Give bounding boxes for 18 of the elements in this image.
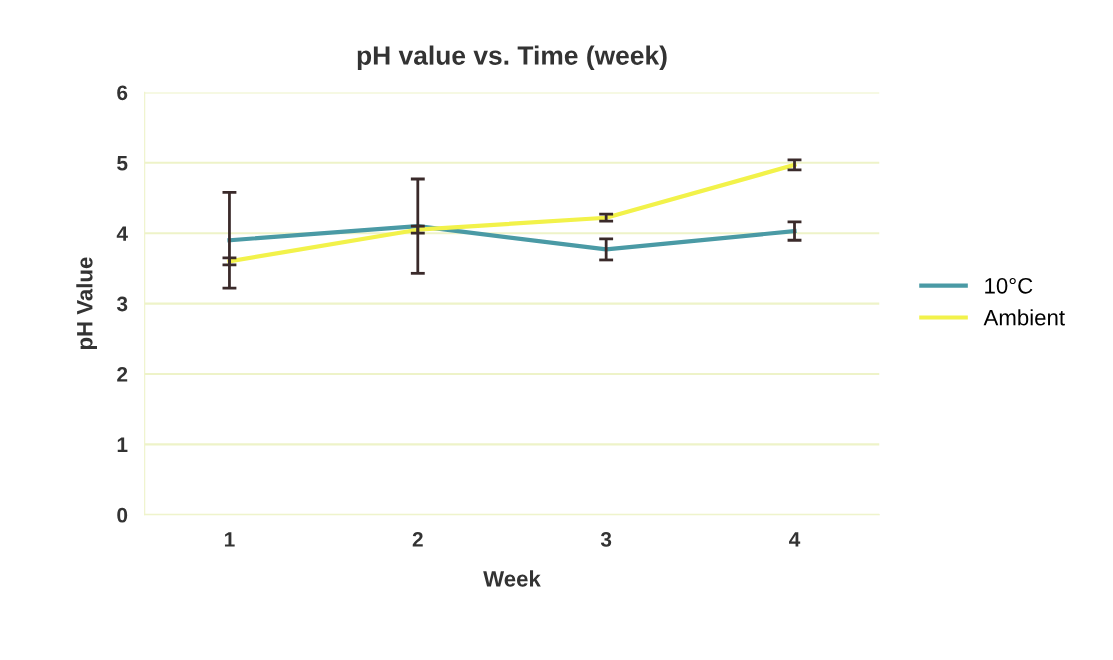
x-tick-label: 1 bbox=[224, 532, 235, 547]
legend-label: 10°C bbox=[985, 277, 1033, 294]
chart-title: pH value vs. Time (week) bbox=[357, 45, 667, 71]
x-axis-title: Week bbox=[483, 570, 541, 587]
y-tick-label: 6 bbox=[117, 85, 128, 101]
line-series bbox=[227, 162, 797, 264]
y-tick-label: 0 bbox=[117, 507, 128, 523]
y-tick-label: 2 bbox=[117, 367, 128, 382]
y-axis-title: pH Value bbox=[76, 257, 97, 350]
legend-label: Ambient bbox=[983, 309, 1065, 326]
line-series bbox=[227, 224, 797, 252]
x-tick-label: 2 bbox=[412, 532, 423, 547]
x-tick-label: 3 bbox=[600, 532, 612, 547]
y-tick-label: 3 bbox=[116, 296, 128, 312]
y-tick-label: 1 bbox=[117, 437, 128, 452]
y-tick-label: 4 bbox=[116, 226, 128, 241]
y-tick-label: 5 bbox=[117, 156, 128, 171]
x-tick-label: 4 bbox=[789, 532, 801, 547]
